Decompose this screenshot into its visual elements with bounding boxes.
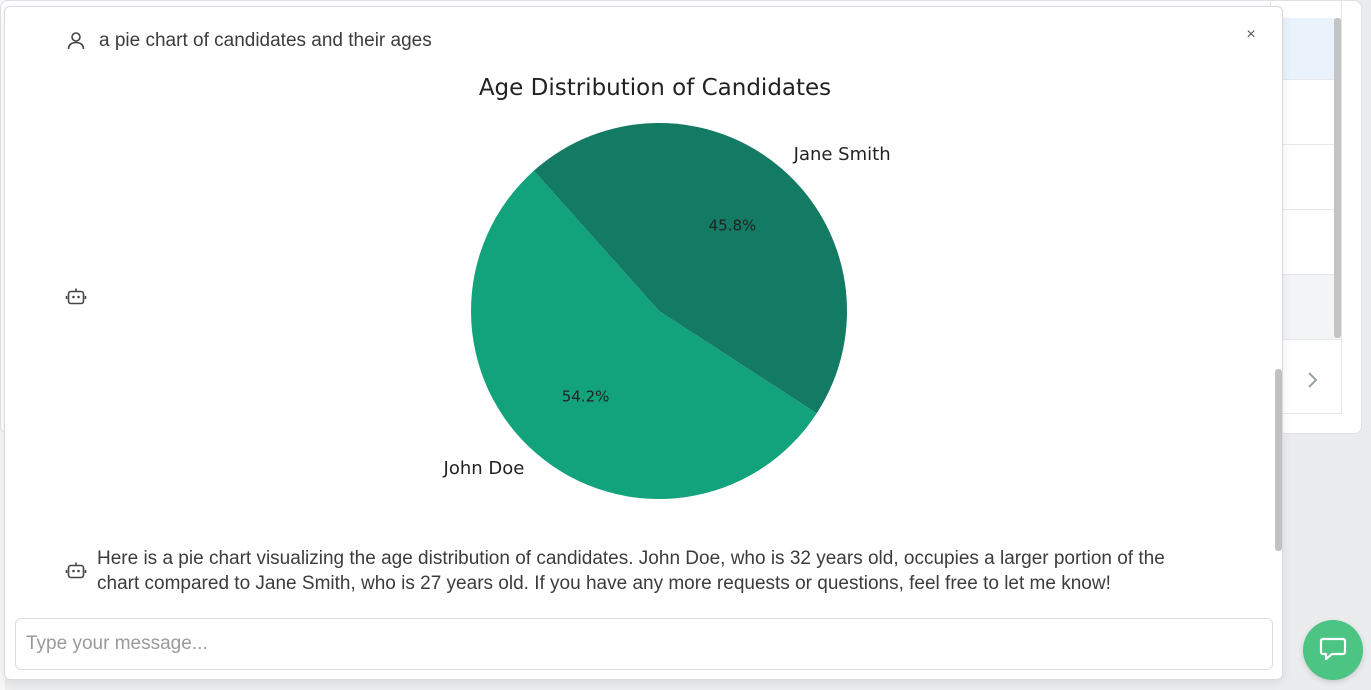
chat-toggle-button[interactable]	[1303, 620, 1363, 680]
bot-message: Here is a pie chart visualizing the age …	[65, 546, 1205, 596]
message-input-container	[15, 618, 1273, 670]
close-button[interactable]: ×	[1246, 26, 1256, 43]
pie-chart: Age Distribution of Candidates 45.8% 54.…	[425, 67, 905, 517]
chevron-right-icon[interactable]	[1306, 370, 1324, 392]
chart-title: Age Distribution of Candidates	[479, 75, 831, 101]
chat-bubble-icon	[1318, 633, 1348, 668]
pie-pct-label: 54.2%	[562, 388, 610, 406]
pie-category-label: John Doe	[443, 458, 525, 479]
table-row[interactable]	[1271, 210, 1341, 275]
table-row[interactable]	[1271, 145, 1341, 210]
table-row[interactable]	[1271, 80, 1341, 145]
user-icon	[65, 30, 87, 52]
pie-slice-jane-smith	[533, 122, 847, 414]
pie-pct-label: 45.8%	[709, 216, 757, 234]
bot-icon	[65, 286, 87, 308]
chat-modal: × a pie chart of candidates and their ag…	[4, 6, 1283, 680]
background-scrollbar[interactable]	[1334, 18, 1341, 338]
bot-icon	[65, 560, 87, 582]
pie-slice-john-doe	[471, 170, 817, 499]
pie-chart-svg: Age Distribution of Candidates 45.8% 54.…	[443, 75, 891, 499]
user-message-text: a pie chart of candidates and their ages	[99, 30, 432, 51]
chat-scrollbar[interactable]	[1275, 369, 1282, 551]
message-input[interactable]	[16, 619, 1272, 669]
bot-message-text: Here is a pie chart visualizing the age …	[97, 548, 1165, 594]
pie-category-label: Jane Smith	[793, 144, 891, 165]
user-message: a pie chart of candidates and their ages	[65, 27, 432, 55]
